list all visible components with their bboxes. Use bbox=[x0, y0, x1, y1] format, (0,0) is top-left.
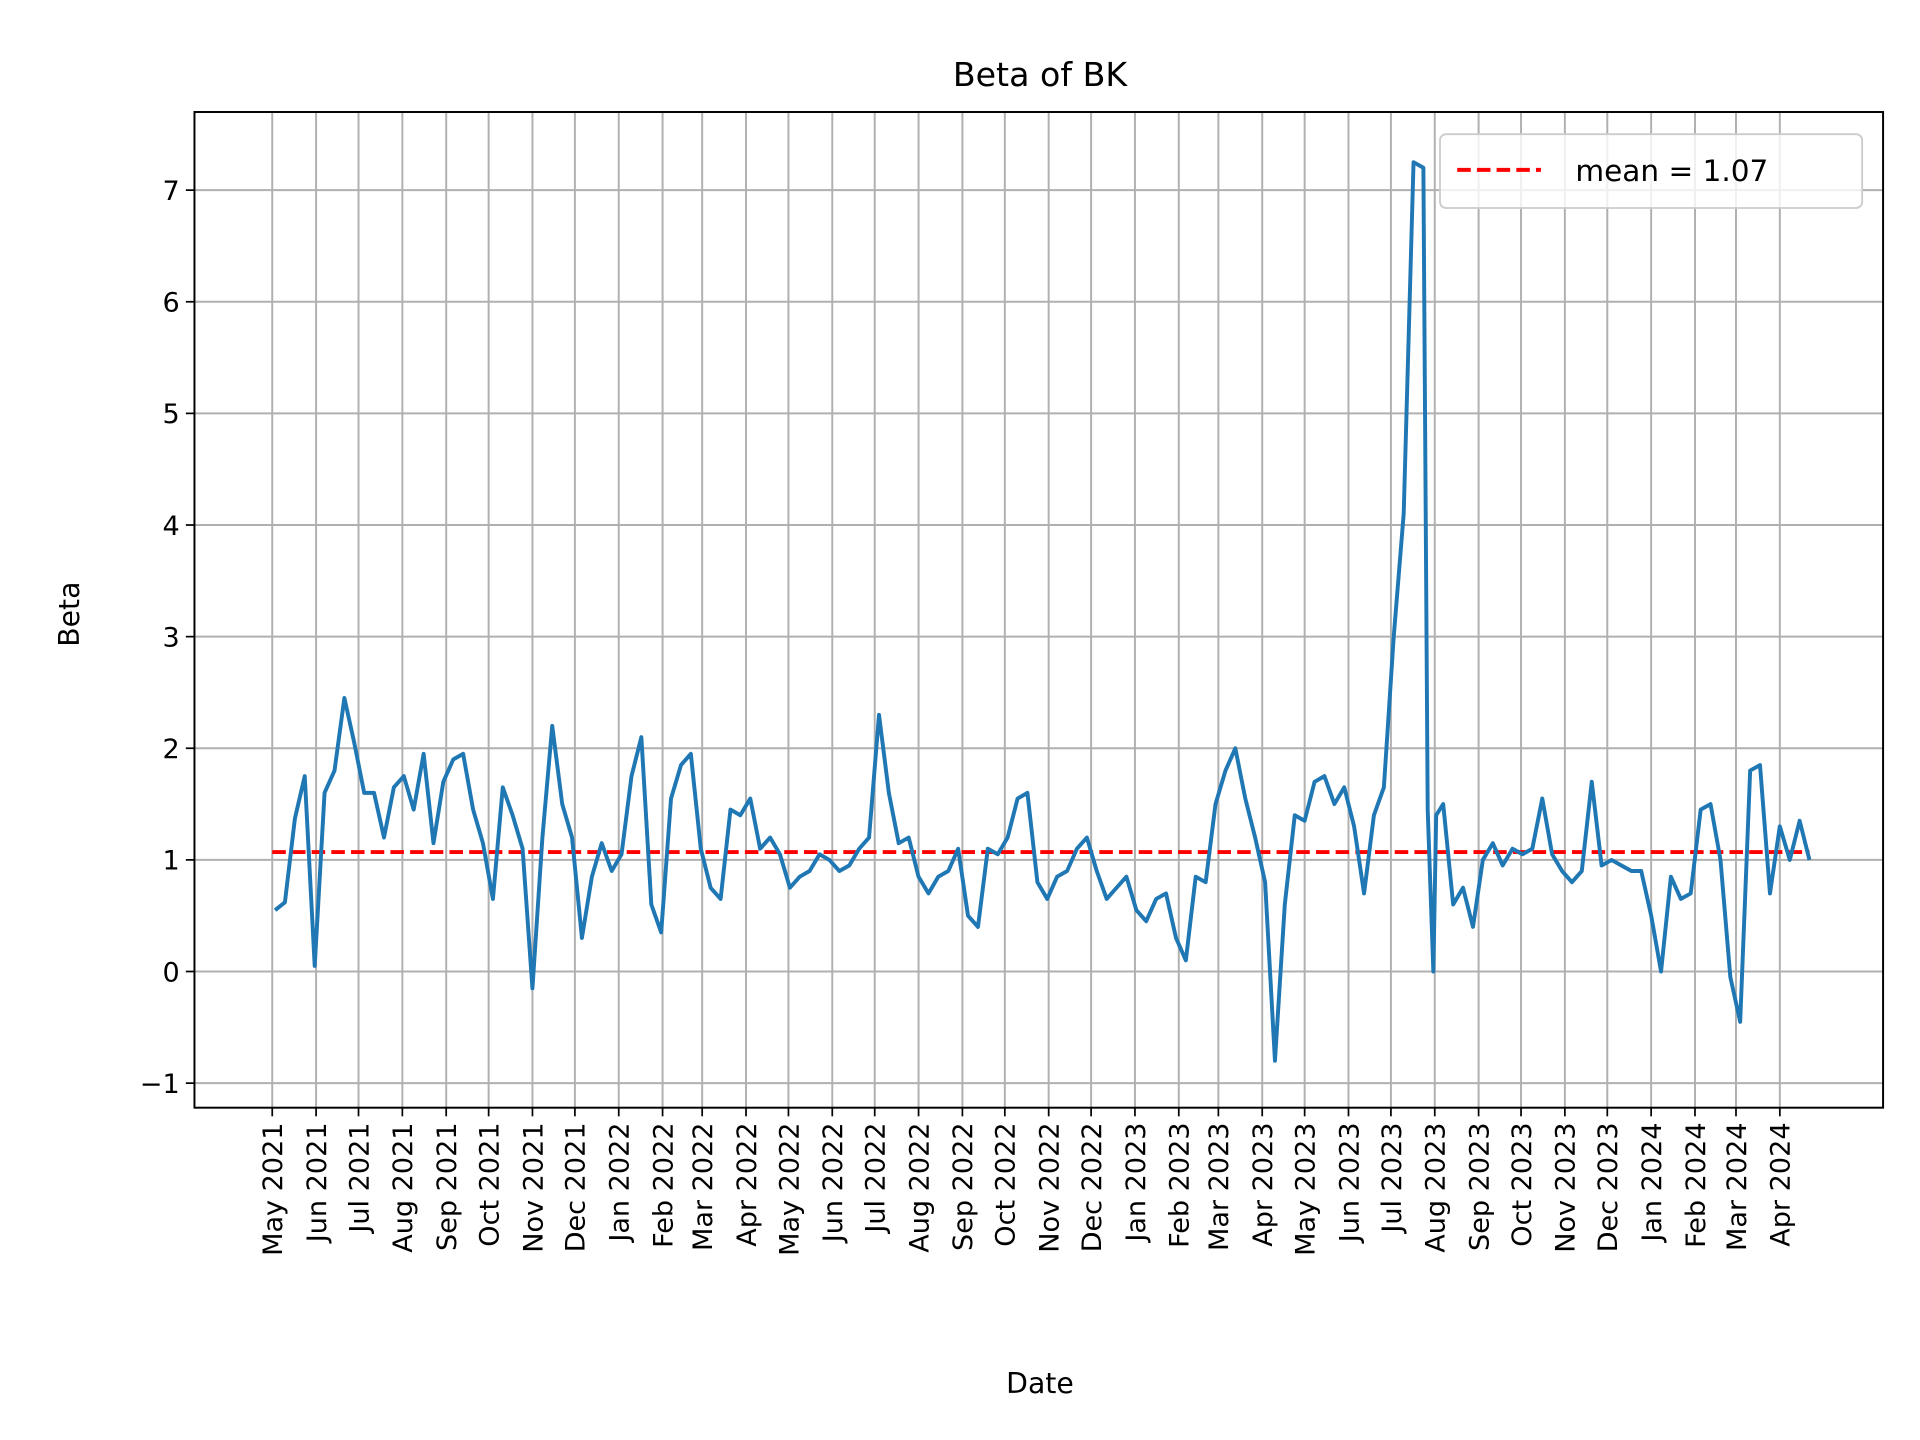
x-tick-label: Oct 2021 bbox=[474, 1122, 505, 1246]
chart-title: Beta of BK bbox=[953, 55, 1129, 94]
x-tick-label: Apr 2024 bbox=[1766, 1122, 1797, 1246]
x-tick-label: May 2021 bbox=[258, 1122, 289, 1255]
x-tick-label: Jul 2023 bbox=[1377, 1122, 1408, 1234]
legend-mean-label: mean = 1.07 bbox=[1575, 154, 1768, 188]
y-tick-label: 4 bbox=[162, 511, 179, 542]
y-tick-label: 3 bbox=[162, 622, 179, 653]
x-tick-label: Dec 2022 bbox=[1077, 1122, 1108, 1252]
x-tick-label: Jun 2022 bbox=[818, 1122, 849, 1244]
x-tick-label: Jul 2022 bbox=[861, 1122, 892, 1234]
y-axis-label: Beta bbox=[53, 582, 86, 647]
x-tick-label: Jan 2023 bbox=[1121, 1122, 1152, 1243]
x-tick-label: Mar 2022 bbox=[688, 1122, 719, 1251]
x-tick-label: Apr 2023 bbox=[1248, 1122, 1279, 1246]
x-tick-label: Mar 2023 bbox=[1204, 1122, 1235, 1251]
beta-series-line bbox=[273, 160, 1812, 1063]
x-tick-label: Aug 2023 bbox=[1421, 1122, 1452, 1252]
x-tick-label: May 2023 bbox=[1290, 1122, 1321, 1255]
y-tick-label: 5 bbox=[162, 399, 179, 430]
x-tick-label: Dec 2023 bbox=[1593, 1122, 1624, 1252]
x-tick-label: Feb 2024 bbox=[1681, 1122, 1712, 1247]
x-tick-label: Feb 2023 bbox=[1165, 1122, 1196, 1247]
y-tick-label: −1 bbox=[140, 1069, 180, 1100]
x-tick-label: Jan 2024 bbox=[1637, 1122, 1668, 1243]
x-tick-label: Jun 2023 bbox=[1334, 1122, 1365, 1244]
x-tick-label: Oct 2022 bbox=[991, 1122, 1022, 1246]
y-axis-ticks: −1 0 1 2 3 4 5 6 7 bbox=[140, 176, 195, 1100]
x-tick-label: Apr 2022 bbox=[732, 1122, 763, 1246]
y-tick-label: 0 bbox=[162, 957, 179, 988]
plot-frame bbox=[193, 111, 1885, 1109]
y-tick-label: 7 bbox=[162, 176, 179, 207]
x-tick-label: Nov 2021 bbox=[518, 1122, 549, 1252]
x-tick-label: Sep 2021 bbox=[432, 1122, 463, 1250]
x-tick-label: Aug 2021 bbox=[388, 1122, 419, 1252]
x-tick-label: Dec 2021 bbox=[561, 1122, 592, 1252]
x-tick-label: Sep 2022 bbox=[948, 1122, 979, 1250]
x-tick-label: Jan 2022 bbox=[605, 1122, 636, 1243]
series-group bbox=[273, 160, 1812, 1063]
x-tick-label: Jun 2021 bbox=[302, 1122, 333, 1244]
x-axis-label: Date bbox=[1006, 1367, 1074, 1400]
x-tick-label: Feb 2022 bbox=[648, 1122, 679, 1247]
x-tick-label: Sep 2023 bbox=[1464, 1122, 1495, 1250]
x-tick-label: Nov 2022 bbox=[1035, 1122, 1066, 1252]
x-tick-label: Nov 2023 bbox=[1551, 1122, 1582, 1252]
y-tick-label: 6 bbox=[162, 288, 179, 319]
x-tick-label: Mar 2024 bbox=[1722, 1122, 1753, 1251]
legend: mean = 1.07 bbox=[1439, 133, 1864, 209]
x-tick-label: Aug 2022 bbox=[904, 1122, 935, 1252]
x-tick-label: Jul 2021 bbox=[344, 1122, 375, 1234]
legend-box bbox=[1439, 133, 1864, 209]
x-tick-label: May 2022 bbox=[774, 1122, 805, 1255]
y-tick-label: 1 bbox=[162, 846, 179, 877]
x-axis-ticks: May 2021 Jun 2021 Jul 2021 Aug 2021 Sep 2021… bbox=[258, 1107, 1797, 1256]
y-tick-label: 2 bbox=[162, 734, 179, 765]
x-tick-label: Oct 2023 bbox=[1507, 1122, 1538, 1246]
